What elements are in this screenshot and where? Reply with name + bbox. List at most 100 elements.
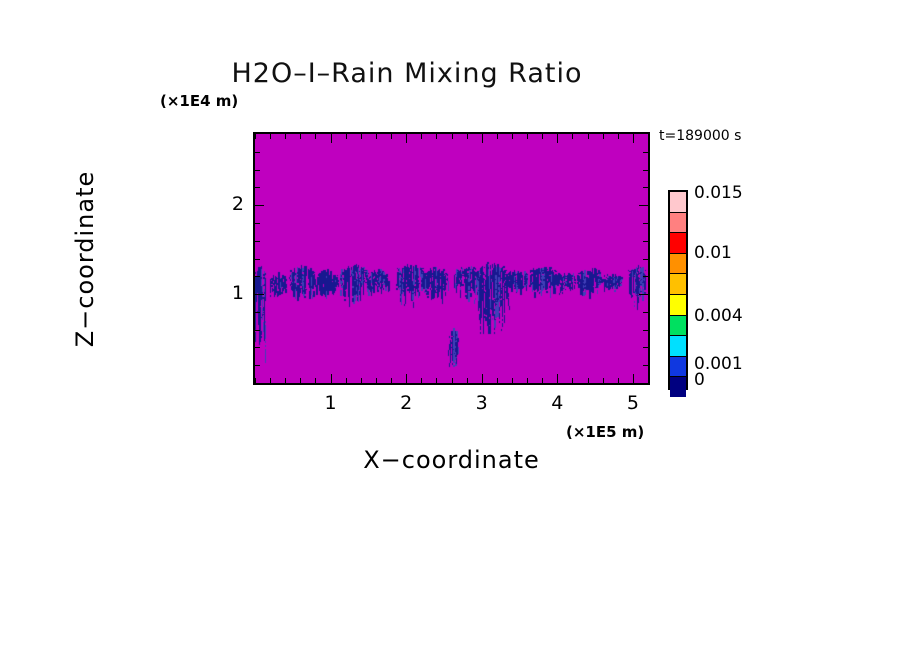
tick-mark bbox=[542, 134, 544, 139]
tick-mark bbox=[330, 374, 332, 383]
colorbar-band bbox=[670, 294, 686, 316]
tick-mark bbox=[632, 134, 634, 143]
tick-mark bbox=[643, 276, 648, 278]
tick-mark bbox=[345, 134, 347, 139]
tick-mark bbox=[300, 378, 302, 383]
tick-mark bbox=[617, 134, 619, 139]
tick-mark bbox=[481, 134, 483, 143]
tick-mark bbox=[360, 134, 362, 139]
tick-mark bbox=[255, 205, 264, 207]
tick-mark bbox=[255, 329, 260, 331]
tick-mark bbox=[466, 378, 468, 383]
tick-mark bbox=[345, 378, 347, 383]
colorbar-tick-label: 0 bbox=[694, 370, 705, 390]
colorbar-band bbox=[670, 315, 686, 337]
tick-mark bbox=[466, 134, 468, 139]
tick-mark bbox=[527, 134, 529, 139]
tick-mark bbox=[255, 240, 260, 242]
tick-mark bbox=[643, 347, 648, 349]
tick-mark bbox=[421, 134, 423, 139]
tick-mark bbox=[632, 374, 634, 383]
time-annotation: t=189000 s bbox=[659, 128, 742, 144]
tick-mark bbox=[643, 240, 648, 242]
tick-mark bbox=[639, 294, 648, 296]
tick-mark bbox=[315, 378, 317, 383]
x-tick-label: 1 bbox=[324, 392, 337, 414]
x-tick-label: 3 bbox=[475, 392, 488, 414]
tick-mark bbox=[587, 378, 589, 383]
colorbar-tick-label: 0.004 bbox=[694, 306, 743, 326]
y-tick-label: 2 bbox=[231, 193, 244, 216]
tick-mark bbox=[572, 378, 574, 383]
tick-mark bbox=[375, 378, 377, 383]
tick-mark bbox=[255, 222, 260, 224]
tick-mark bbox=[255, 276, 260, 278]
colorbar-band bbox=[670, 192, 686, 213]
x-tick-label: 4 bbox=[551, 392, 564, 414]
tick-mark bbox=[643, 187, 648, 189]
tick-mark bbox=[511, 134, 513, 139]
tick-mark bbox=[255, 134, 256, 139]
tick-mark bbox=[300, 134, 302, 139]
colorbar-tick-label: 0.01 bbox=[694, 243, 732, 263]
tick-mark bbox=[602, 378, 604, 383]
tick-mark bbox=[451, 378, 453, 383]
colorbar-tick-label: 0.015 bbox=[694, 183, 743, 203]
colorbar-band bbox=[670, 253, 686, 275]
tick-mark bbox=[255, 169, 260, 171]
tick-mark bbox=[255, 378, 256, 383]
tick-mark bbox=[255, 347, 260, 349]
tick-mark bbox=[255, 187, 260, 189]
tick-mark bbox=[617, 378, 619, 383]
tick-mark bbox=[391, 134, 393, 139]
tick-mark bbox=[572, 134, 574, 139]
tick-mark bbox=[542, 378, 544, 383]
colorbar-band bbox=[670, 274, 686, 295]
tick-mark bbox=[511, 378, 513, 383]
tick-mark bbox=[643, 151, 648, 153]
tick-mark bbox=[270, 378, 272, 383]
rain-mixing-ratio-field bbox=[255, 134, 648, 383]
tick-mark bbox=[527, 378, 529, 383]
tick-mark bbox=[285, 134, 287, 139]
tick-mark bbox=[285, 378, 287, 383]
tick-mark bbox=[602, 134, 604, 139]
x-axis-units-label: (×1E5 m) bbox=[566, 423, 645, 441]
tick-mark bbox=[643, 169, 648, 171]
colorbar-band bbox=[670, 212, 686, 234]
x-axis-label: X−coordinate bbox=[363, 446, 540, 474]
tick-mark bbox=[643, 383, 648, 384]
tick-mark bbox=[436, 134, 438, 139]
tick-mark bbox=[436, 378, 438, 383]
y-tick-label: 1 bbox=[231, 282, 244, 305]
tick-mark bbox=[330, 134, 332, 143]
tick-mark bbox=[255, 383, 260, 384]
tick-mark bbox=[496, 378, 498, 383]
tick-mark bbox=[315, 134, 317, 139]
colorbar-band bbox=[670, 336, 686, 357]
tick-mark bbox=[643, 258, 648, 260]
x-tick-label: 2 bbox=[400, 392, 413, 414]
tick-mark bbox=[557, 374, 559, 383]
tick-mark bbox=[255, 311, 260, 313]
tick-mark bbox=[643, 365, 648, 367]
colorbar-band bbox=[670, 233, 686, 254]
tick-mark bbox=[375, 134, 377, 139]
tick-mark bbox=[255, 365, 260, 367]
colorbar-tick-label: 0.001 bbox=[694, 354, 743, 374]
colorbar bbox=[668, 190, 688, 397]
tick-mark bbox=[496, 134, 498, 139]
colorbar-band bbox=[670, 356, 686, 378]
tick-mark bbox=[643, 311, 648, 313]
tick-mark bbox=[587, 134, 589, 139]
page-title: H2O–I–Rain Mixing Ratio bbox=[231, 58, 583, 89]
plot-area bbox=[253, 132, 650, 385]
tick-mark bbox=[391, 378, 393, 383]
tick-mark bbox=[406, 374, 408, 383]
tick-mark bbox=[255, 258, 260, 260]
tick-mark bbox=[451, 134, 453, 139]
tick-mark bbox=[406, 134, 408, 143]
colorbar-band bbox=[670, 377, 686, 397]
tick-mark bbox=[270, 134, 272, 139]
